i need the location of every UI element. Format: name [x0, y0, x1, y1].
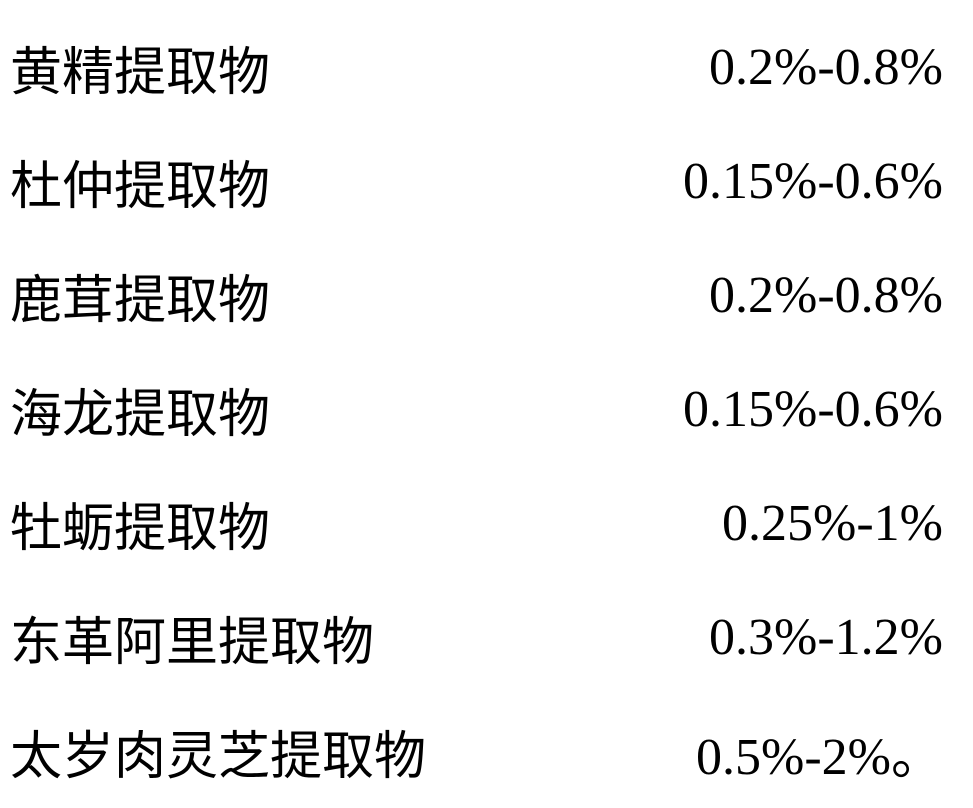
- table-row: 海龙提取物 0.15%-0.6%: [0, 352, 973, 466]
- ingredient-label: 牡蛎提取物: [10, 486, 270, 561]
- ingredient-label: 海龙提取物: [10, 372, 270, 447]
- table-row: 太岁肉灵芝提取物 0.5%-2%。: [0, 694, 973, 808]
- ingredient-value: 0.3%-1.2%: [709, 608, 943, 667]
- table-row: 鹿茸提取物 0.2%-0.8%: [0, 238, 973, 352]
- ingredient-value: 0.2%-0.8%: [709, 38, 943, 97]
- ingredient-label: 东革阿里提取物: [10, 600, 374, 675]
- ingredient-label: 黄精提取物: [10, 30, 270, 105]
- ingredient-label: 鹿茸提取物: [10, 258, 270, 333]
- ingredient-value: 0.5%-2%。: [696, 714, 943, 789]
- table-row: 牡蛎提取物 0.25%-1%: [0, 466, 973, 580]
- ingredient-value: 0.15%-0.6%: [683, 152, 943, 211]
- ingredient-label: 太岁肉灵芝提取物: [10, 714, 426, 789]
- table-row: 黄精提取物 0.2%-0.8%: [0, 10, 973, 124]
- ingredient-label: 杜仲提取物: [10, 144, 270, 219]
- ingredient-value: 0.15%-0.6%: [683, 380, 943, 439]
- table-row: 东革阿里提取物 0.3%-1.2%: [0, 580, 973, 694]
- ingredient-value: 0.2%-0.8%: [709, 266, 943, 325]
- ingredient-table: 黄精提取物 0.2%-0.8% 杜仲提取物 0.15%-0.6% 鹿茸提取物 0…: [0, 0, 973, 785]
- ingredient-value: 0.25%-1%: [722, 494, 943, 553]
- table-row: 杜仲提取物 0.15%-0.6%: [0, 124, 973, 238]
